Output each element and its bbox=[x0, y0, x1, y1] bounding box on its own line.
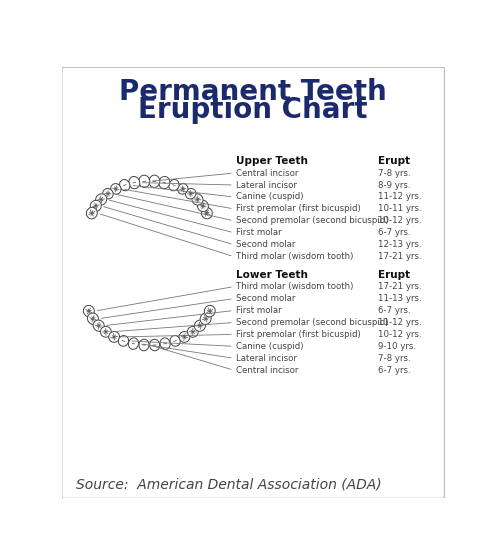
Ellipse shape bbox=[119, 335, 128, 346]
Text: Canine (cuspid): Canine (cuspid) bbox=[236, 342, 304, 351]
Text: 7-8 yrs.: 7-8 yrs. bbox=[378, 354, 411, 363]
Text: 7-8 yrs.: 7-8 yrs. bbox=[378, 169, 411, 178]
Text: First molar: First molar bbox=[236, 306, 282, 315]
Text: Second premolar (second bicuspid): Second premolar (second bicuspid) bbox=[236, 318, 389, 327]
Text: First molar: First molar bbox=[236, 228, 282, 237]
FancyBboxPatch shape bbox=[62, 67, 445, 498]
Text: Third molar (wisdom tooth): Third molar (wisdom tooth) bbox=[236, 282, 354, 291]
Ellipse shape bbox=[160, 338, 170, 349]
Ellipse shape bbox=[129, 176, 140, 189]
Text: Central incisor: Central incisor bbox=[236, 366, 298, 375]
Text: Eruption Chart: Eruption Chart bbox=[138, 96, 368, 124]
Ellipse shape bbox=[139, 175, 150, 188]
Ellipse shape bbox=[194, 320, 206, 332]
Text: 12-13 yrs.: 12-13 yrs. bbox=[378, 240, 421, 249]
Text: 10-12 yrs.: 10-12 yrs. bbox=[378, 216, 421, 225]
Text: Permanent Teeth: Permanent Teeth bbox=[119, 78, 387, 106]
Ellipse shape bbox=[178, 184, 188, 194]
Text: 6-7 yrs.: 6-7 yrs. bbox=[378, 366, 411, 375]
Text: Source:  American Dental Association (ADA): Source: American Dental Association (ADA… bbox=[76, 478, 381, 492]
Ellipse shape bbox=[198, 200, 208, 212]
Ellipse shape bbox=[103, 189, 113, 199]
Text: 8-9 yrs.: 8-9 yrs. bbox=[378, 180, 411, 189]
Text: 10-11 yrs.: 10-11 yrs. bbox=[378, 204, 421, 213]
Ellipse shape bbox=[96, 194, 107, 205]
Text: 10-12 yrs.: 10-12 yrs. bbox=[378, 330, 421, 339]
Ellipse shape bbox=[83, 305, 94, 317]
Text: Upper Teeth: Upper Teeth bbox=[236, 156, 308, 166]
Text: Canine (cuspid): Canine (cuspid) bbox=[236, 193, 304, 202]
Text: 6-7 yrs.: 6-7 yrs. bbox=[378, 306, 411, 315]
Text: Lower Teeth: Lower Teeth bbox=[236, 270, 308, 279]
Text: Second premolar (second bicuspid): Second premolar (second bicuspid) bbox=[236, 216, 389, 225]
Ellipse shape bbox=[86, 207, 97, 219]
Ellipse shape bbox=[139, 339, 149, 351]
Ellipse shape bbox=[200, 313, 211, 324]
Ellipse shape bbox=[192, 194, 203, 205]
Text: 9-10 yrs.: 9-10 yrs. bbox=[378, 342, 416, 351]
Ellipse shape bbox=[150, 339, 160, 351]
Ellipse shape bbox=[179, 332, 190, 342]
Text: 11-13 yrs.: 11-13 yrs. bbox=[378, 294, 421, 303]
Ellipse shape bbox=[169, 180, 179, 191]
Text: 11-12 yrs.: 11-12 yrs. bbox=[378, 193, 421, 202]
Ellipse shape bbox=[109, 332, 120, 342]
Text: Lateral incisor: Lateral incisor bbox=[236, 180, 297, 189]
Ellipse shape bbox=[202, 207, 212, 219]
Text: Second molar: Second molar bbox=[236, 240, 295, 249]
Text: Third molar (wisdom tooth): Third molar (wisdom tooth) bbox=[236, 252, 354, 261]
Ellipse shape bbox=[120, 180, 130, 191]
Ellipse shape bbox=[149, 175, 160, 188]
Text: Erupt: Erupt bbox=[378, 270, 410, 279]
Ellipse shape bbox=[90, 200, 101, 212]
Ellipse shape bbox=[159, 176, 170, 189]
Ellipse shape bbox=[170, 335, 180, 346]
Ellipse shape bbox=[100, 326, 111, 337]
Ellipse shape bbox=[128, 338, 139, 349]
Text: First premolar (first bicuspid): First premolar (first bicuspid) bbox=[236, 330, 361, 339]
Text: 17-21 yrs.: 17-21 yrs. bbox=[378, 252, 421, 261]
Text: Erupt: Erupt bbox=[378, 156, 410, 166]
Text: 17-21 yrs.: 17-21 yrs. bbox=[378, 282, 421, 291]
Text: 6-7 yrs.: 6-7 yrs. bbox=[378, 228, 411, 237]
Ellipse shape bbox=[187, 326, 198, 337]
Ellipse shape bbox=[93, 320, 104, 332]
Ellipse shape bbox=[111, 184, 121, 194]
Text: Central incisor: Central incisor bbox=[236, 169, 298, 178]
Text: First premolar (first bicuspid): First premolar (first bicuspid) bbox=[236, 204, 361, 213]
Ellipse shape bbox=[205, 305, 215, 317]
Ellipse shape bbox=[185, 189, 196, 199]
Text: 11-12 yrs.: 11-12 yrs. bbox=[378, 318, 421, 327]
Ellipse shape bbox=[87, 313, 98, 324]
Text: Second molar: Second molar bbox=[236, 294, 295, 303]
Text: Lateral incisor: Lateral incisor bbox=[236, 354, 297, 363]
